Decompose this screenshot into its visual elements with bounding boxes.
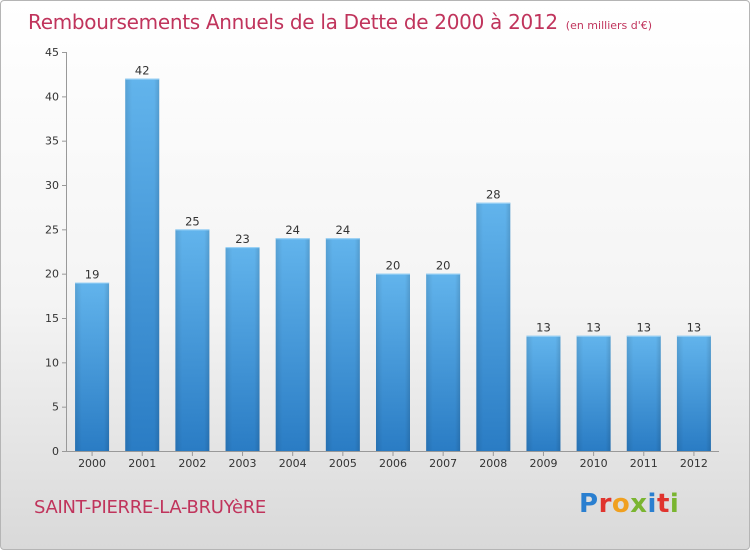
bar-shade	[376, 273, 410, 451]
chart-title: Remboursements Annuels de la Dette de 20…	[28, 10, 652, 34]
bar-shade	[175, 229, 210, 451]
bar-shade	[476, 202, 511, 451]
x-tick-label: 2005	[329, 457, 357, 470]
x-tick-label: 2007	[429, 457, 457, 470]
bar-shade	[526, 335, 561, 451]
proxiti-logo: Proxiti	[579, 489, 680, 519]
data-label: 13	[536, 321, 551, 335]
bar-shade	[275, 238, 310, 451]
x-tick-label: 2011	[630, 457, 658, 470]
data-label: 42	[135, 64, 150, 78]
y-tick-label: 45	[45, 46, 59, 59]
y-tick-label: 25	[45, 223, 59, 236]
chart-unit: (en milliers d'€)	[565, 19, 653, 32]
bar-shade	[676, 335, 711, 451]
data-label: 19	[85, 268, 100, 282]
x-tick-label: 2009	[529, 457, 557, 470]
y-tick-label: 20	[45, 268, 59, 281]
bar-shade	[125, 78, 160, 451]
y-tick-label: 15	[45, 312, 59, 325]
bar-shade	[225, 247, 260, 451]
data-label: 24	[285, 223, 300, 237]
bar-shade	[325, 238, 360, 451]
data-label: 24	[336, 223, 351, 237]
x-tick-label: 2003	[229, 457, 257, 470]
bars	[75, 78, 711, 451]
bar-shade	[75, 282, 110, 451]
data-label: 20	[436, 259, 451, 273]
bar-shade	[426, 273, 461, 451]
x-tick-label: 2004	[279, 457, 307, 470]
data-label: 13	[586, 321, 601, 335]
city-name: SAINT-PIERRE-LA-BRUYèRE	[34, 497, 267, 518]
x-tick-label: 2001	[128, 457, 156, 470]
x-tick-label: 2006	[379, 457, 407, 470]
x-tick-label: 2010	[580, 457, 608, 470]
x-tick-label: 2002	[178, 457, 206, 470]
data-label: 20	[386, 259, 401, 273]
y-tick-label: 40	[45, 90, 59, 103]
axes: 0 5 10 15 20 25 30 35 40 45 2000 2001 2002 2003 2004 20…	[45, 46, 719, 470]
y-tick-label: 10	[45, 356, 59, 369]
bar-shade	[626, 335, 661, 451]
data-label: 28	[486, 188, 501, 202]
data-label: 23	[235, 232, 250, 246]
x-tick-label: 2000	[78, 457, 106, 470]
chart-title-text: Remboursements Annuels de la Dette de 20…	[28, 10, 558, 34]
y-tick-label: 5	[52, 401, 59, 414]
data-label: 13	[636, 321, 651, 335]
x-tick-label: 2012	[680, 457, 708, 470]
labels: 19 42 25 23 24 24 20 20 28 13 13 13 13	[85, 64, 701, 335]
y-tick-label: 0	[52, 445, 59, 458]
data-label: 25	[185, 214, 200, 228]
y-tick-label: 35	[45, 135, 59, 148]
x-tick-label: 2008	[479, 457, 507, 470]
bar-shade	[576, 335, 611, 451]
data-label: 13	[687, 321, 702, 335]
y-tick-label: 30	[45, 179, 59, 192]
